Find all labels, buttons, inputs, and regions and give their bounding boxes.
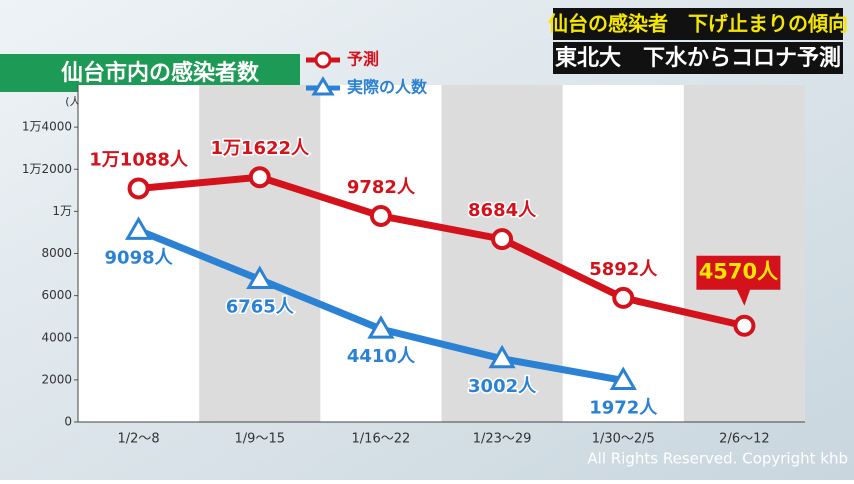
data-label: 8684人 (468, 200, 537, 221)
highlight-box (696, 255, 781, 290)
data-label: 4570人 (699, 260, 778, 284)
x-tick-label: 1/23～29 (473, 432, 532, 447)
y-tick-label: 1万2000 (22, 162, 72, 176)
data-label: 4410人 (347, 346, 416, 367)
x-tick-label: 2/6～12 (719, 432, 769, 447)
point (612, 286, 635, 309)
point (609, 366, 637, 390)
legend-label: 実際の人数 (347, 78, 428, 97)
point (488, 344, 516, 369)
data-label: 1万1622人 (210, 138, 310, 159)
band (441, 85, 563, 422)
point (367, 315, 395, 339)
headline-box (553, 8, 843, 40)
data-label: 6765人 (226, 297, 295, 318)
chart-title: 仙台市内の感染者数 (61, 60, 260, 86)
x-tick-label: 1/30～2/5 (592, 432, 655, 447)
point (369, 204, 392, 227)
x-tick-label: 1/9～15 (235, 432, 285, 447)
legend-marker (314, 51, 332, 69)
point (248, 166, 271, 189)
x-tick-label: 1/2～8 (117, 432, 159, 447)
data-label: 9782人 (347, 177, 416, 198)
y-tick-label: 2000 (41, 372, 72, 386)
data-label: 3002人 (468, 376, 537, 397)
point (246, 265, 274, 290)
data-label: 1972人 (589, 397, 658, 418)
data-label: 9098人 (105, 247, 174, 268)
point (127, 177, 150, 200)
y-tick-label: 1万 (52, 204, 72, 218)
y-tick-label: 0 (64, 415, 72, 429)
legend-label: 予測 (347, 50, 379, 69)
data-label: 1万1088人 (89, 149, 189, 170)
copyright: All Rights Reserved. Copyright khb (587, 450, 848, 468)
headline: 仙台の感染者 下げ止まりの傾向 (548, 12, 848, 36)
point (733, 314, 756, 337)
band (683, 85, 805, 422)
y-tick-label: 6000 (41, 288, 72, 302)
y-tick-label: 4000 (41, 330, 72, 344)
series-line (138, 173, 746, 330)
x-tick-label: 1/16～22 (352, 432, 411, 447)
headline-box (553, 42, 843, 74)
point (124, 216, 153, 240)
legend-marker (311, 76, 335, 96)
y-tick-label: 8000 (41, 246, 72, 260)
data-label: 5892人 (589, 259, 658, 280)
headline: 東北大 下水からコロナ予測 (555, 46, 841, 71)
highlight-pointer (736, 288, 751, 306)
band (199, 85, 321, 422)
point (491, 228, 514, 251)
y-tick-label: 1万4000 (22, 120, 72, 134)
